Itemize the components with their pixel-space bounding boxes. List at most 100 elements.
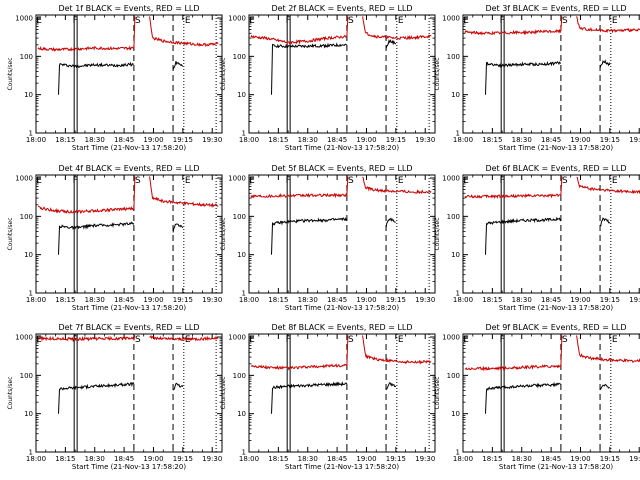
event-marker-label: E bbox=[185, 176, 191, 186]
x-tick-label: 18:00 bbox=[453, 296, 473, 304]
series-lld-line bbox=[362, 16, 432, 41]
plot-frame bbox=[35, 333, 223, 453]
chart-panel: Det 2f BLACK = Events, RED = LLD Counts/s… bbox=[220, 4, 436, 152]
event-marker-label: F bbox=[500, 176, 505, 186]
series-lld-line bbox=[362, 176, 432, 195]
x-tick-label: 18:30 bbox=[512, 296, 532, 304]
x-tick-label: 19:00 bbox=[570, 136, 590, 144]
y-tick-label: 1 bbox=[242, 449, 246, 457]
chart-title: Det 4f BLACK = Events, RED = LLD bbox=[58, 164, 199, 173]
plot-frame bbox=[462, 174, 640, 294]
event-marker-label: E bbox=[463, 16, 469, 26]
x-tick-label: 18:30 bbox=[85, 296, 105, 304]
chart-title: Det 5f BLACK = Events, RED = LLD bbox=[271, 164, 412, 173]
x-tick-label: 18:30 bbox=[512, 455, 532, 463]
x-tick-label: 18:00 bbox=[239, 296, 259, 304]
plot-frame bbox=[248, 174, 436, 294]
plot-frame bbox=[462, 333, 640, 453]
event-marker-label: S bbox=[135, 335, 141, 345]
series-events-line bbox=[599, 217, 611, 227]
y-tick-label: 1 bbox=[242, 130, 246, 138]
event-marker-label: F bbox=[73, 335, 78, 345]
series-lld-line bbox=[37, 335, 136, 342]
plot-frame bbox=[35, 174, 223, 294]
series-events-line bbox=[172, 223, 184, 233]
event-marker-label: F bbox=[286, 16, 291, 26]
y-tick-label: 100 bbox=[233, 372, 246, 380]
series-events-line bbox=[385, 39, 397, 49]
x-tick-label: 18:45 bbox=[327, 455, 347, 463]
series-lld-line bbox=[362, 335, 432, 365]
y-axis-label: Counts/sec bbox=[220, 376, 227, 409]
y-tick-label: 10 bbox=[24, 251, 33, 259]
chart-panel: Det 1f BLACK = Events, RED = LLD Counts/s… bbox=[7, 4, 223, 152]
x-tick-label: 19:30 bbox=[415, 296, 435, 304]
x-tick-label: 19:15 bbox=[173, 136, 193, 144]
event-marker-label: S bbox=[348, 335, 354, 345]
chart-panel: Det 6f BLACK = Events, RED = LLD Counts/s… bbox=[434, 164, 640, 312]
x-tick-label: 18:15 bbox=[482, 296, 502, 304]
chart-panel: Det 4f BLACK = Events, RED = LLD Counts/s… bbox=[7, 164, 223, 312]
x-tick-label: 19:00 bbox=[143, 296, 163, 304]
x-tick-label: 18:15 bbox=[268, 296, 288, 304]
chart-panel: Det 7f BLACK = Events, RED = LLD Counts/s… bbox=[7, 323, 223, 471]
event-marker-label: S bbox=[135, 176, 141, 186]
x-tick-label: 19:30 bbox=[202, 296, 222, 304]
event-marker-label: E bbox=[36, 176, 42, 186]
event-marker-label: S bbox=[562, 16, 568, 26]
x-tick-label: 18:00 bbox=[453, 455, 473, 463]
series-events-line bbox=[271, 216, 348, 255]
y-tick-label: 100 bbox=[447, 53, 460, 61]
series-lld-line bbox=[250, 16, 349, 45]
x-tick-label: 18:15 bbox=[268, 136, 288, 144]
event-marker-label: E bbox=[36, 335, 42, 345]
x-tick-label: 18:00 bbox=[26, 136, 46, 144]
x-tick-label: 18:15 bbox=[55, 136, 75, 144]
series-events-line bbox=[173, 382, 184, 391]
x-axis-label: Start Time (21-Nov-13 17:58:20) bbox=[72, 304, 186, 312]
chart-title: Det 8f BLACK = Events, RED = LLD bbox=[271, 323, 412, 332]
x-tick-label: 18:30 bbox=[298, 136, 318, 144]
x-tick-label: 19:30 bbox=[629, 136, 640, 144]
series-lld-line bbox=[149, 176, 219, 209]
x-tick-label: 18:45 bbox=[327, 136, 347, 144]
y-tick-label: 10 bbox=[237, 251, 246, 259]
y-tick-label: 100 bbox=[233, 53, 246, 61]
event-marker-label: E bbox=[398, 335, 404, 345]
x-tick-label: 18:45 bbox=[114, 455, 134, 463]
event-marker-label: S bbox=[348, 176, 354, 186]
event-marker-label: S bbox=[135, 16, 141, 26]
x-tick-label: 19:30 bbox=[202, 136, 222, 144]
series-lld-line bbox=[149, 16, 219, 47]
x-tick-label: 19:30 bbox=[415, 136, 435, 144]
y-axis-label: Counts/sec bbox=[7, 376, 14, 409]
event-marker-label: E bbox=[463, 176, 469, 186]
y-tick-label: 1 bbox=[456, 130, 460, 138]
chart-title: Det 9f BLACK = Events, RED = LLD bbox=[485, 323, 626, 332]
chart-title: Det 7f BLACK = Events, RED = LLD bbox=[58, 323, 199, 332]
event-marker-label: E bbox=[612, 335, 618, 345]
event-marker-label: F bbox=[73, 176, 78, 186]
event-marker-label: E bbox=[185, 335, 191, 345]
x-axis-label: Start Time (21-Nov-13 17:58:20) bbox=[285, 463, 399, 471]
y-tick-label: 1 bbox=[456, 290, 460, 298]
series-lld-line bbox=[37, 16, 136, 53]
x-axis-label: Start Time (21-Nov-13 17:58:20) bbox=[285, 304, 399, 312]
x-tick-label: 18:15 bbox=[55, 296, 75, 304]
series-events-line bbox=[385, 381, 397, 390]
series-lld-line bbox=[576, 16, 640, 34]
series-events-line bbox=[271, 42, 347, 95]
x-tick-label: 19:00 bbox=[143, 136, 163, 144]
y-tick-label: 1 bbox=[29, 130, 33, 138]
y-tick-label: 10 bbox=[24, 91, 33, 99]
series-lld-line bbox=[250, 335, 349, 371]
x-tick-label: 18:00 bbox=[453, 136, 473, 144]
y-axis-label: Counts/sec bbox=[7, 57, 14, 90]
y-tick-label: 10 bbox=[451, 91, 460, 99]
x-tick-label: 19:30 bbox=[415, 455, 435, 463]
y-tick-label: 1000 bbox=[442, 334, 460, 342]
event-marker-label: F bbox=[500, 16, 505, 26]
series-events-line bbox=[271, 381, 348, 414]
chart-panel: Det 5f BLACK = Events, RED = LLD Counts/s… bbox=[220, 164, 436, 312]
